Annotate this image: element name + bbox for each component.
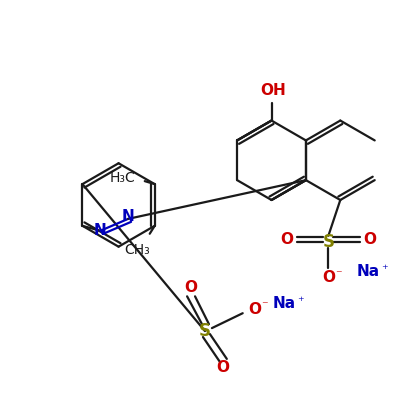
Text: O: O (248, 302, 261, 317)
Text: ⁺: ⁺ (297, 295, 304, 308)
Text: H₃C: H₃C (110, 171, 136, 185)
Text: S: S (322, 233, 334, 251)
Text: O: O (364, 232, 376, 247)
Text: O: O (322, 270, 335, 285)
Text: Na: Na (356, 264, 380, 279)
Text: CH₃: CH₃ (124, 243, 150, 257)
Text: ⁺: ⁺ (381, 263, 387, 276)
Text: ⁻: ⁻ (335, 268, 342, 281)
Text: S: S (199, 322, 211, 340)
Text: N: N (94, 223, 107, 238)
Text: OH: OH (261, 83, 286, 98)
Text: N: N (122, 209, 134, 224)
Text: O: O (280, 232, 293, 247)
Text: O: O (184, 280, 198, 295)
Text: O: O (216, 360, 229, 375)
Text: Na: Na (273, 296, 296, 311)
Text: ⁻: ⁻ (261, 299, 268, 312)
